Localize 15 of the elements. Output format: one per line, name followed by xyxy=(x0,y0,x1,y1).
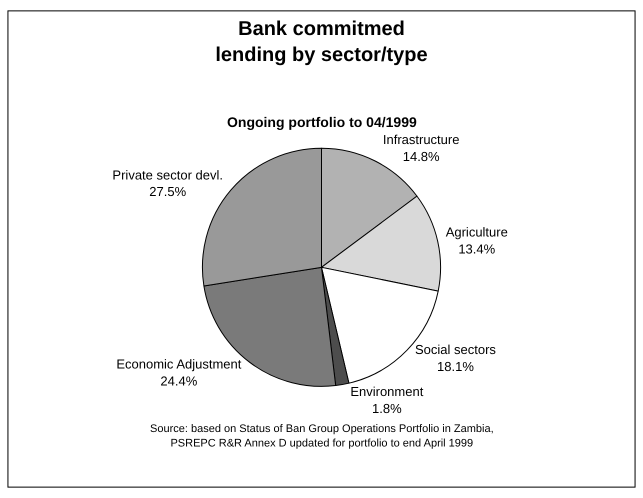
slice-label: Economic Adjustment xyxy=(116,356,242,372)
chart-title: Bank commitmed lending by sector/type xyxy=(215,18,428,66)
data-label: 24.4% xyxy=(160,373,198,388)
slice-label: Agriculture xyxy=(446,224,508,240)
source-note: Source: based on Status of Ban Group Operations Portfolio in Zambia, PSREPC R&R Annex D updated for portfolio to end April 1999 xyxy=(150,423,494,450)
data-label: 18.1% xyxy=(437,358,474,374)
slice-label: Social sectors xyxy=(414,342,496,357)
chart-subtitle: Ongoing portfolio to 04/1999 xyxy=(227,114,417,130)
data-label: 13.4% xyxy=(458,242,496,257)
slice-label: Infrastructure xyxy=(382,132,460,148)
slice-label: Environment xyxy=(350,384,424,400)
data-label: 1.8% xyxy=(372,400,402,416)
data-label: 27.5% xyxy=(149,184,187,200)
data-label: 14.8% xyxy=(402,149,440,164)
slice-label: Private sector devl. xyxy=(112,167,223,182)
